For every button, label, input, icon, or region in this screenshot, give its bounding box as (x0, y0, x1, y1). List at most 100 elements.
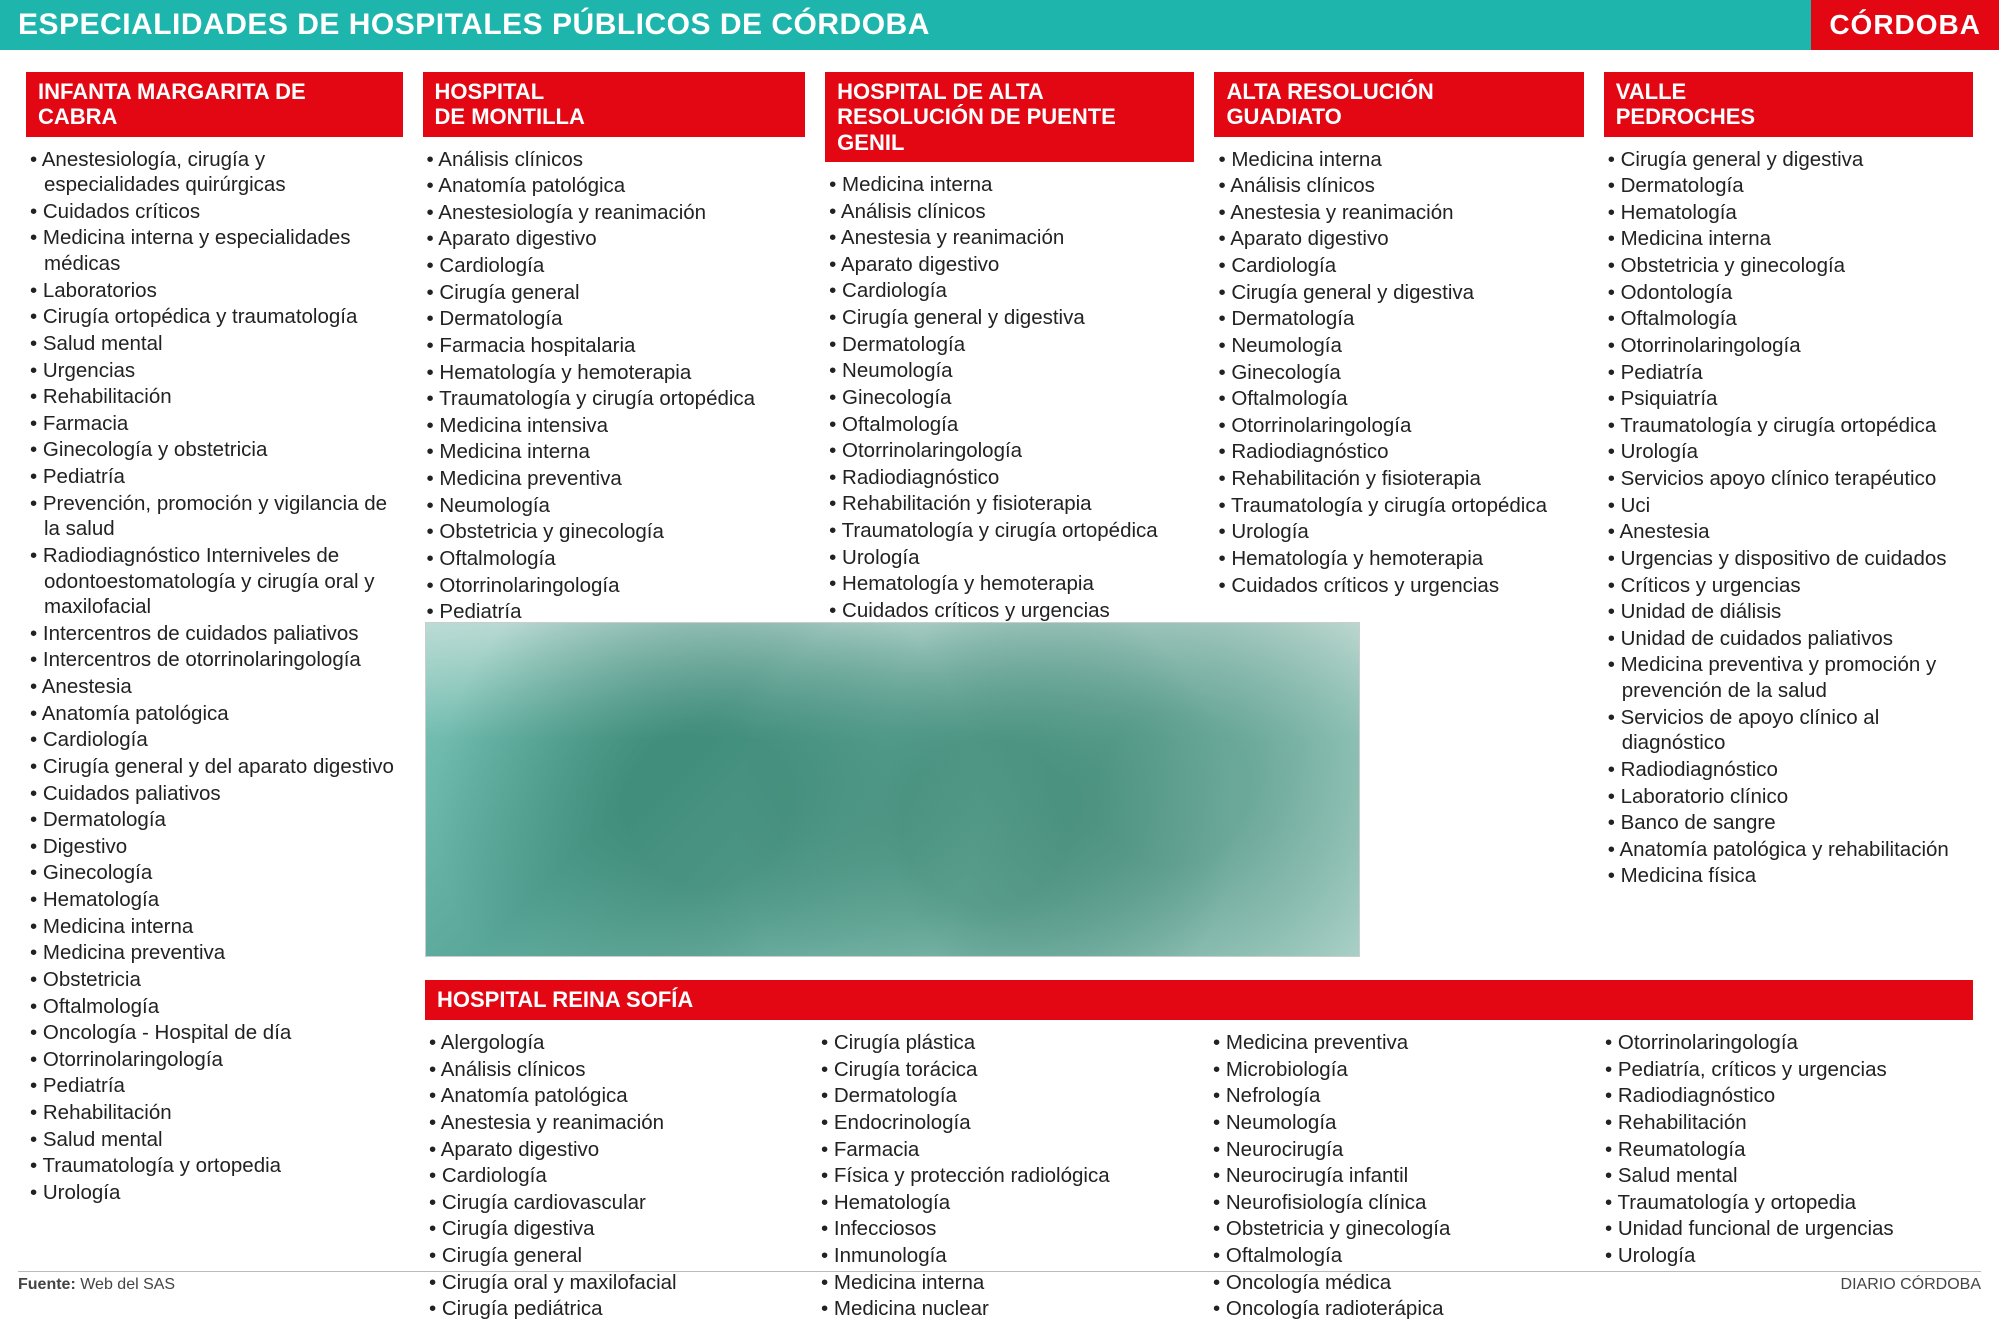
list-item: Otorrinolaringología (1218, 413, 1583, 439)
list-item: Cirugía ortopédica y traumatología (30, 304, 403, 330)
list-item: Banco de sangre (1608, 810, 1973, 836)
list-item: Ginecología (30, 860, 403, 886)
list-item: Aparato digestivo (427, 226, 806, 252)
list-item: Endocrinología (821, 1110, 1189, 1136)
list-item: Cirugía plástica (821, 1030, 1189, 1056)
list-pedroches: Cirugía general y digestivaDermatologíaH… (1604, 147, 1973, 890)
list-item: Cuidados críticos (30, 199, 403, 225)
list-item: Hematología y hemoterapia (427, 360, 806, 386)
list-item: Radiodiagnóstico (1218, 439, 1583, 465)
list-item: Aparato digestivo (1218, 226, 1583, 252)
hospital-name: HOSPITALDE MONTILLA (435, 79, 585, 130)
list-item: Ginecología y obstetricia (30, 437, 403, 463)
list-item: Neumología (427, 493, 806, 519)
list-item: Digestivo (30, 834, 403, 860)
list-item: Cuidados paliativos (30, 781, 403, 807)
list-item: Obstetricia y ginecología (427, 519, 806, 545)
list-item: Radiodiagnóstico (1605, 1083, 1973, 1109)
list-item: Ginecología (829, 385, 1194, 411)
list-item: Radiodiagnóstico (1608, 757, 1973, 783)
list-item: Urgencias (30, 358, 403, 384)
list-item: Cirugía general y del aparato digestivo (30, 754, 403, 780)
list-item: Pediatría (30, 464, 403, 490)
list-item: Anestesiología, cirugía y especialidades… (30, 147, 403, 198)
list-item: Análisis clínicos (829, 199, 1194, 225)
list-item: Salud mental (30, 1127, 403, 1153)
list-item: Dermatología (829, 332, 1194, 358)
list-item: Intercentros de otorrinolaringología (30, 647, 403, 673)
footer-source: Fuente: Web del SAS (18, 1276, 175, 1294)
list-item: Laboratorio clínico (1608, 784, 1973, 810)
list-item: Hematología y hemoterapia (1218, 546, 1583, 572)
list-item: Oncología radioterápica (1213, 1296, 1581, 1322)
surgery-photo (425, 622, 1360, 957)
list-item: Neurocirugía infantil (1213, 1163, 1581, 1189)
list-item: Infecciosos (821, 1216, 1189, 1242)
list-item: Cirugía pediátrica (429, 1296, 797, 1322)
list-item: Obstetricia y ginecología (1608, 253, 1973, 279)
list-item: Unidad de cuidados paliativos (1608, 626, 1973, 652)
list-item: Urología (1608, 439, 1973, 465)
list-item: Medicina interna (427, 439, 806, 465)
list-item: Cardiología (429, 1163, 797, 1189)
list-item: Unidad funcional de urgencias (1605, 1216, 1973, 1242)
list-item: Dermatología (1608, 173, 1973, 199)
list-item: Medicina interna (1608, 226, 1973, 252)
list-item: Anestesia (30, 674, 403, 700)
list-item: Medicina interna y especialidades médica… (30, 225, 403, 276)
list-item: Uci (1608, 493, 1973, 519)
list-item: Cardiología (829, 278, 1194, 304)
list-item: Hematología (30, 887, 403, 913)
list-item: Anatomía patológica y rehabilitación (1608, 837, 1973, 863)
content-area: INFANTA MARGARITA DECABRA Anestesiología… (0, 50, 1999, 1217)
list-item: Aparato digestivo (829, 252, 1194, 278)
list-item: Rehabilitación (30, 1100, 403, 1126)
source-label: Fuente: (18, 1276, 76, 1293)
hospital-header-guadiato: ALTA RESOLUCIÓNGUADIATO (1214, 72, 1583, 137)
list-item: Cirugía general y digestiva (1608, 147, 1973, 173)
list-item: Neumología (1218, 333, 1583, 359)
list-item: Dermatología (821, 1083, 1189, 1109)
list-item: Otorrinolaringología (30, 1047, 403, 1073)
list-item: Cirugía general (427, 280, 806, 306)
list-item: Odontología (1608, 280, 1973, 306)
list-item: Medicina interna (1218, 147, 1583, 173)
list-item: Hematología (821, 1190, 1189, 1216)
footer-credit: DIARIO CÓRDOBA (1841, 1276, 1981, 1294)
list-item: Cirugía general y digestiva (829, 305, 1194, 331)
list-item: Cardiología (1218, 253, 1583, 279)
list-item: Anatomía patológica (429, 1083, 797, 1109)
list-item: Nefrología (1213, 1083, 1581, 1109)
list-item: Reumatología (1605, 1137, 1973, 1163)
list-item: Cuidados críticos y urgencias (829, 598, 1194, 624)
list-item: Anestesia y reanimación (429, 1110, 797, 1136)
list-item: Neumología (1213, 1110, 1581, 1136)
list-item: Oftalmología (1608, 306, 1973, 332)
list-item: Medicina intensiva (427, 413, 806, 439)
list-item: Pediatría (1608, 360, 1973, 386)
list-item: Farmacia (821, 1137, 1189, 1163)
list-item: Anestesia y reanimación (829, 225, 1194, 251)
list-item: Neumología (829, 358, 1194, 384)
list-item: Radiodiagnóstico (829, 465, 1194, 491)
list-item: Medicina física (1608, 863, 1973, 889)
list-item: Dermatología (1218, 306, 1583, 332)
list-item: Urología (30, 1180, 403, 1206)
list-item: Pediatría, críticos y urgencias (1605, 1057, 1973, 1083)
list-item: Oftalmología (427, 546, 806, 572)
list-item: Rehabilitación y fisioterapia (1218, 466, 1583, 492)
list-item: Dermatología (427, 306, 806, 332)
list-item: Microbiología (1213, 1057, 1581, 1083)
list-item: Pediatría (30, 1073, 403, 1099)
list-item: Cardiología (30, 727, 403, 753)
list-item: Traumatología y cirugía ortopédica (829, 518, 1194, 544)
list-item: Farmacia hospitalaria (427, 333, 806, 359)
list-item: Anatomía patológica (30, 701, 403, 727)
list-reina-4: OtorrinolaringologíaPediatría, críticos … (1601, 1030, 1973, 1269)
list-item: Traumatología y cirugía ortopédica (1608, 413, 1973, 439)
list-item: Análisis clínicos (1218, 173, 1583, 199)
list-item: Rehabilitación y fisioterapia (829, 491, 1194, 517)
list-item: Traumatología y ortopedia (1605, 1190, 1973, 1216)
list-item: Medicina preventiva (30, 940, 403, 966)
list-item: Inmunología (821, 1243, 1189, 1269)
